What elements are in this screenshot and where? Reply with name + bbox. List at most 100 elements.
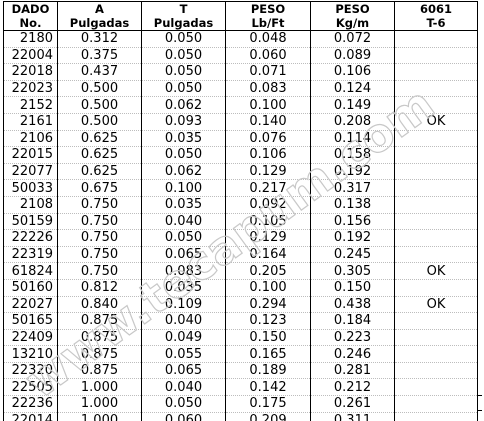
- cell-dado: 50159: [3, 213, 58, 231]
- cell-dado: 22014: [3, 412, 58, 421]
- cell-dado: 13210: [3, 345, 58, 363]
- cell-alloy: [394, 395, 478, 413]
- cell-a: 0.750: [57, 229, 142, 247]
- table-row: 50165 0.875 0.040 0.123 0.184: [3, 312, 478, 330]
- cell-peso-kgm: 0.192: [310, 229, 395, 247]
- cell-peso-kgm: 0.114: [310, 130, 395, 148]
- cell-peso-kgm: 0.311: [310, 412, 395, 421]
- cell-peso-lbft: 0.100: [225, 96, 311, 114]
- cell-a: 1.000: [57, 378, 142, 397]
- cell-dado: 50160: [3, 279, 58, 297]
- table-row: 50160 0.812 0.035 0.100 0.150: [3, 279, 478, 297]
- cell-peso-lbft: 0.048: [225, 30, 311, 48]
- cell-t: 0.065: [141, 362, 226, 380]
- cell-peso-kgm: 0.149: [310, 96, 395, 114]
- cell-alloy: [394, 146, 478, 164]
- cell-t: 0.035: [141, 196, 226, 214]
- table-row: 22015 0.625 0.050 0.106 0.158: [3, 146, 478, 164]
- cell-dado: 22505: [3, 378, 58, 397]
- cell-t: 0.050: [141, 47, 226, 65]
- cell-alloy: [394, 279, 478, 297]
- table-row: 22236 1.000 0.050 0.175 0.261: [3, 395, 478, 413]
- cell-peso-lbft: 0.076: [225, 130, 311, 148]
- cell-alloy: [394, 80, 478, 98]
- table-header: DADO A T PESO PESO 6061 No. Pulgadas Pul…: [3, 1, 478, 31]
- table-row: 22319 0.750 0.065 0.164 0.245: [3, 246, 478, 264]
- cell-t: 0.093: [141, 113, 226, 131]
- cell-dado: 61824: [3, 262, 58, 280]
- cell-peso-lbft: 0.175: [225, 395, 311, 413]
- header-t: T: [141, 1, 226, 16]
- cell-a: 0.812: [57, 279, 142, 297]
- cell-a: 0.875: [57, 312, 142, 330]
- cell-peso-kgm: 0.246: [310, 345, 395, 363]
- cell-a: 0.375: [57, 47, 142, 65]
- cell-peso-kgm: 0.156: [310, 213, 395, 231]
- cell-t: 0.050: [141, 395, 226, 413]
- page-edge-bracket: [477, 395, 482, 411]
- cell-peso-lbft: 0.129: [225, 229, 311, 247]
- cell-peso-kgm: 0.089: [310, 47, 395, 65]
- cell-a: 0.500: [57, 96, 142, 114]
- cell-alloy: [394, 163, 478, 181]
- cell-peso-kgm: 0.192: [310, 163, 395, 181]
- cell-peso-kgm: 0.106: [310, 63, 395, 81]
- cell-a: 0.625: [57, 146, 142, 164]
- cell-dado: 2161: [3, 113, 58, 131]
- cell-a: 0.875: [57, 345, 142, 363]
- cell-a: 0.875: [57, 362, 142, 380]
- header-dado: DADO: [3, 1, 58, 16]
- table-row: 2152 0.500 0.062 0.100 0.149: [3, 96, 478, 114]
- table-row: 22409 0.875 0.049 0.150 0.223: [3, 329, 478, 347]
- cell-t: 0.055: [141, 345, 226, 363]
- cell-dado: 2180: [3, 30, 58, 48]
- cell-dado: 22004: [3, 47, 58, 65]
- cell-a: 1.000: [57, 395, 142, 413]
- header-peso-kgm: PESO: [310, 1, 395, 16]
- cell-peso-kgm: 0.124: [310, 80, 395, 98]
- cell-peso-kgm: 0.208: [310, 113, 395, 131]
- cell-dado: 22027: [3, 296, 58, 314]
- header-peso-kgm-sub: Kg/m: [310, 16, 395, 31]
- cell-dado: 22409: [3, 329, 58, 347]
- cell-t: 0.040: [141, 213, 226, 231]
- cell-peso-kgm: 0.281: [310, 362, 395, 380]
- cell-peso-kgm: 0.072: [310, 30, 395, 48]
- header-row-1: DADO A T PESO PESO 6061: [3, 1, 478, 16]
- cell-alloy: [394, 179, 478, 197]
- cell-peso-kgm: 0.158: [310, 146, 395, 164]
- table-row: 22505 1.000 0.040 0.142 0.212: [3, 378, 478, 397]
- header-alloy-sub: T-6: [394, 16, 478, 31]
- cell-peso-lbft: 0.083: [225, 80, 311, 98]
- cell-t: 0.050: [141, 80, 226, 98]
- table-row: 22077 0.625 0.062 0.129 0.192: [3, 163, 478, 181]
- cell-peso-lbft: 0.100: [225, 279, 311, 297]
- cell-a: 0.750: [57, 262, 142, 280]
- cell-alloy: [394, 130, 478, 148]
- cell-a: 0.500: [57, 80, 142, 98]
- cell-alloy: [394, 30, 478, 48]
- header-t-sub: Pulgadas: [141, 16, 226, 31]
- cell-dado: 50165: [3, 312, 58, 330]
- cell-alloy: [394, 412, 478, 421]
- cell-dado: 50033: [3, 179, 58, 197]
- cell-a: 0.625: [57, 130, 142, 148]
- cell-alloy: [394, 345, 478, 363]
- cell-peso-kgm: 0.150: [310, 279, 395, 297]
- table-row: 22027 0.840 0.109 0.294 0.438 OK: [3, 296, 478, 314]
- cell-t: 0.109: [141, 296, 226, 314]
- table-row: 22018 0.437 0.050 0.071 0.106: [3, 63, 478, 81]
- cell-a: 0.750: [57, 196, 142, 214]
- table-row: 22226 0.750 0.050 0.129 0.192: [3, 229, 478, 247]
- table-row: 50033 0.675 0.100 0.217 0.317: [3, 179, 478, 197]
- table-row: 22023 0.500 0.050 0.083 0.124: [3, 80, 478, 98]
- cell-dado: 22018: [3, 63, 58, 81]
- table-row: 2108 0.750 0.035 0.092 0.138: [3, 196, 478, 214]
- cell-peso-lbft: 0.209: [225, 412, 311, 421]
- cell-t: 0.050: [141, 146, 226, 164]
- cell-a: 0.500: [57, 113, 142, 131]
- cell-alloy: OK: [394, 296, 478, 314]
- cell-alloy: [394, 47, 478, 65]
- cell-peso-kgm: 0.438: [310, 296, 395, 314]
